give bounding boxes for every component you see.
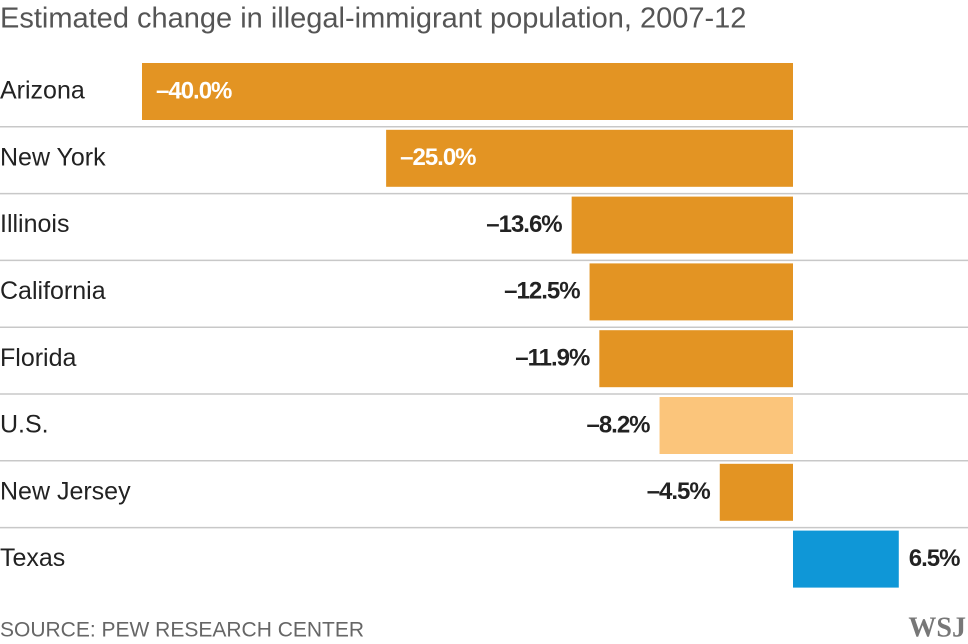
category-label: Illinois	[0, 210, 69, 238]
bar	[589, 263, 793, 321]
value-label: –4.5%	[647, 478, 711, 505]
bar	[386, 129, 793, 187]
value-label: –25.0%	[400, 144, 476, 171]
value-label: 6.5%	[909, 545, 960, 572]
bar	[793, 530, 899, 588]
category-label: New York	[0, 143, 106, 171]
bar	[719, 463, 793, 521]
category-label: Arizona	[0, 77, 85, 105]
logo: WSJ	[908, 612, 966, 643]
value-label: –40.0%	[156, 77, 232, 104]
value-label: –11.9%	[515, 345, 590, 372]
bar	[659, 397, 793, 454]
category-label: Texas	[0, 544, 65, 572]
category-label: California	[0, 277, 106, 305]
source: SOURCE: PEW RESEARCH CENTER	[0, 619, 364, 642]
bar	[599, 330, 793, 388]
category-label: New Jersey	[0, 477, 131, 505]
chart-title: Estimated change in illegal-immigrant po…	[0, 3, 746, 35]
bar	[142, 63, 793, 120]
bar	[571, 196, 793, 254]
category-label: Florida	[0, 344, 77, 372]
value-label: –8.2%	[586, 411, 650, 438]
value-label: –13.6%	[486, 211, 562, 238]
category-label: U.S.	[0, 411, 49, 439]
value-label: –12.5%	[504, 278, 580, 305]
